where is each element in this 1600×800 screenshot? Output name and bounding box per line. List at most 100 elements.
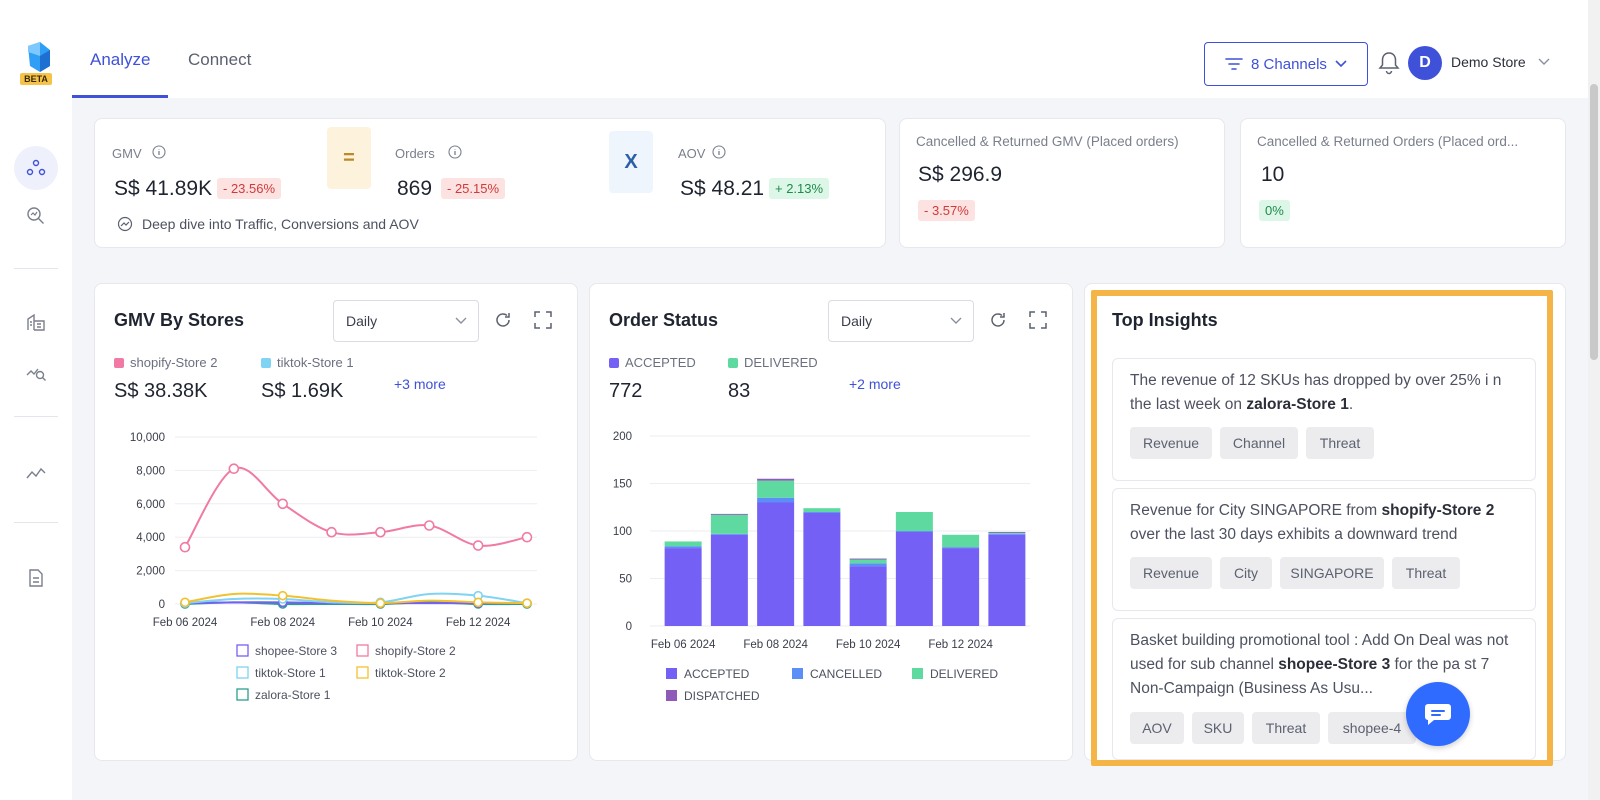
overview-icon[interactable]: [24, 156, 48, 180]
tab-analyze[interactable]: Analyze: [90, 50, 151, 69]
legend-label: shopee-Store 3: [255, 644, 337, 658]
bar-segment: [942, 547, 980, 549]
insight-text-post: for the pa st 7 Non-Campaign (Business A…: [1130, 656, 1490, 697]
chat-icon: [1425, 704, 1451, 725]
insight-text-pre: Revenue for City SINGAPORE from: [1130, 502, 1382, 519]
insight-item[interactable]: Basket building promotional tool : Add O…: [1112, 618, 1536, 760]
store-name[interactable]: Demo Store: [1451, 54, 1526, 70]
legend-series-name: DELIVERED: [744, 355, 818, 370]
insight-tag[interactable]: Threat: [1392, 557, 1460, 589]
insight-tag[interactable]: Channel: [1220, 427, 1298, 459]
app-logo-icon[interactable]: [20, 42, 52, 86]
more-series-link[interactable]: +3 more: [394, 376, 446, 392]
info-icon[interactable]: [152, 145, 166, 159]
more-series-link[interactable]: +2 more: [849, 376, 901, 392]
bar-segment: [757, 480, 795, 498]
legend-swatch: [666, 668, 677, 679]
x-tick-label: Feb 10 2024: [348, 617, 413, 629]
deep-dive-link[interactable]: Deep dive into Traffic, Conversions and …: [142, 216, 419, 232]
insight-tag[interactable]: Threat: [1252, 712, 1320, 744]
legend-swatch: [114, 358, 124, 368]
sidebar-divider: [14, 416, 58, 417]
insight-tag[interactable]: shopee-4: [1328, 712, 1416, 744]
gmv-by-stores-card: GMV By Stores Daily shopify-Store 2 S$ 3…: [94, 283, 578, 761]
line-chart-icon[interactable]: [24, 462, 48, 486]
insight-tag[interactable]: AOV: [1130, 712, 1184, 744]
insight-tag[interactable]: City: [1220, 557, 1272, 589]
insight-tag[interactable]: Revenue: [1130, 557, 1212, 589]
store-chevron-down-icon[interactable]: [1537, 55, 1551, 69]
series-total: 772: [609, 380, 643, 402]
order-period-value: Daily: [841, 313, 873, 329]
y-tick-label: 8,000: [136, 465, 165, 477]
sidebar-active-bg: [14, 146, 58, 190]
avatar[interactable]: D: [1408, 46, 1442, 80]
bar-segment: [942, 548, 980, 626]
order-period-select[interactable]: Daily: [828, 300, 974, 342]
legend-swatch: [609, 358, 619, 368]
series-total: S$ 1.69K: [261, 380, 344, 402]
insight-text-pre: The revenue of 12 SKUs has dropped by ov…: [1130, 372, 1502, 413]
tab-connect[interactable]: Connect: [188, 50, 252, 69]
legend-series-name: shopify-Store 2: [130, 355, 218, 370]
y-tick-label: 50: [619, 574, 632, 586]
insight-item[interactable]: The revenue of 12 SKUs has dropped by ov…: [1112, 358, 1536, 481]
filter-icon: [1225, 58, 1243, 70]
x-tick-label: Feb 12 2024: [928, 639, 993, 651]
bar-segment: [895, 512, 933, 531]
refresh-icon[interactable]: [493, 310, 513, 330]
data-point: [228, 463, 240, 475]
info-icon[interactable]: [448, 145, 462, 159]
legend-swatch: [261, 358, 271, 368]
insight-text: Basket building promotional tool : Add O…: [1130, 629, 1524, 701]
data-point: [277, 590, 288, 601]
insight-tag[interactable]: Threat: [1306, 427, 1374, 459]
expand-icon[interactable]: [1028, 310, 1048, 330]
legend-swatch: [792, 668, 803, 679]
insight-tag[interactable]: SKU: [1192, 712, 1244, 744]
search-insight-icon[interactable]: [24, 204, 48, 228]
gmv-value: S$ 41.89K: [114, 177, 213, 200]
insight-store: shopee-Store 3: [1278, 656, 1391, 673]
data-point: [522, 598, 532, 608]
equals-operator: =: [327, 127, 371, 189]
orders-change-badge: - 25.15%: [441, 178, 506, 199]
gmv-card-title: GMV By Stores: [114, 310, 245, 330]
chat-button[interactable]: [1406, 682, 1470, 746]
data-point: [375, 598, 386, 608]
left-sidebar: [0, 98, 72, 800]
insight-tag[interactable]: SINGAPORE: [1280, 557, 1384, 589]
chevron-down-icon: [455, 317, 467, 324]
store-building-icon[interactable]: [24, 310, 48, 334]
sidebar-divider: [14, 268, 58, 269]
legend-swatch: [236, 688, 249, 701]
legend-swatch: [356, 666, 369, 679]
aov-change-badge: + 2.13%: [769, 178, 830, 199]
gmv-label: GMV: [112, 146, 142, 161]
x-tick-label: Feb 06 2024: [153, 617, 218, 629]
insight-tag[interactable]: Revenue: [1130, 427, 1212, 459]
data-point: [179, 541, 191, 553]
info-icon[interactable]: [712, 145, 726, 159]
bell-icon[interactable]: [1376, 50, 1402, 76]
gmv-period-select[interactable]: Daily: [333, 300, 479, 342]
document-icon[interactable]: [24, 566, 48, 590]
scrollbar-thumb[interactable]: [1590, 84, 1598, 360]
legend-swatch: [728, 358, 738, 368]
legend-swatch: [236, 644, 249, 657]
gmv-line-chart: 0 2,000 4,000 6,000 8,000 10,000 Feb 06 2024 Fe…: [130, 432, 537, 702]
bar-segment: [849, 558, 887, 560]
x-tick-label: Feb 06 2024: [651, 639, 716, 651]
y-tick-label: 0: [159, 599, 165, 611]
data-point: [180, 597, 190, 608]
refresh-icon[interactable]: [988, 310, 1008, 330]
cancelled-orders-change-badge: 0%: [1259, 200, 1290, 221]
insight-item[interactable]: Revenue for City SINGAPORE from shopify-…: [1112, 488, 1536, 611]
legend-swatch: [666, 690, 677, 701]
expand-icon[interactable]: [533, 310, 553, 330]
series-line: [184, 466, 528, 548]
trend-search-icon[interactable]: [24, 360, 48, 384]
insight-text: Revenue for City SINGAPORE from shopify-…: [1130, 499, 1524, 547]
bar-segment: [849, 563, 887, 567]
channels-filter-button[interactable]: 8 Channels: [1204, 42, 1368, 86]
